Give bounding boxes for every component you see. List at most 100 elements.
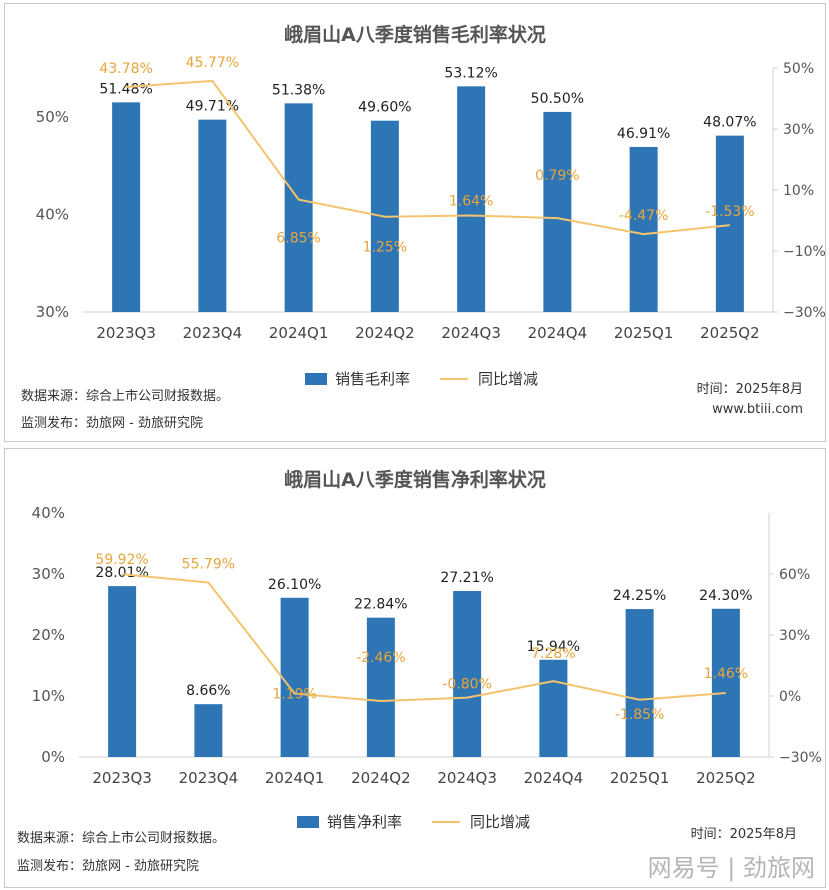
y-tick-left-label: 10% [32,687,65,705]
bar-value-label: 51.48% [99,81,152,97]
x-tick-label: 2023Q4 [179,769,239,787]
line-value-label: 1.25% [363,240,407,256]
x-tick-label: 2023Q3 [96,324,156,342]
x-tick-label: 2025Q1 [614,324,674,342]
bar-value-label: 49.71% [186,99,239,115]
x-tick-label: 2025Q2 [700,324,760,342]
x-tick-label: 2024Q3 [437,769,497,787]
y-tick-left-label: 30% [36,303,69,321]
watermark: 网易号 | 劲旅网 [647,854,815,882]
x-tick-label: 2023Q4 [183,324,243,342]
legend-bar-swatch [305,372,327,385]
net-margin-chart-panel: 峨眉山A八季度销售净利率状况 0% 10% 20% 30% 40% −30% 0% 30% 60… [4,448,826,888]
bar [711,608,740,757]
x-tick-label: 2024Q1 [265,769,325,787]
line-value-label: -1.85% [615,707,665,723]
x-tick-label: 2023Q3 [92,769,152,787]
y-tick-left-label: 40% [36,205,69,223]
y-tick-right-label: −30% [779,750,822,766]
x-tick-label: 2025Q1 [610,769,670,787]
bar [457,86,486,312]
line-value-label: 1.46% [704,666,748,682]
bar-value-label: 22.84% [354,597,407,613]
legend-item-line: 同比增减 [432,811,530,832]
bar [112,102,141,313]
bar [625,609,654,757]
line-value-label: 55.79% [182,557,235,573]
y-tick-left-label: 30% [32,565,65,583]
bar-value-label: 50.50% [531,91,584,107]
y-tick-left-label: 0% [41,748,65,766]
bar [194,704,223,757]
bar [715,135,744,312]
legend-bar-swatch [297,815,319,828]
x-tick-label: 2024Q3 [441,324,501,342]
line-value-label: -1.53% [705,204,755,220]
time-note: 时间：2025年8月 [690,827,797,842]
legend-line-label: 同比增减 [470,813,531,831]
legend-bar-label: 销售净利率 [327,813,403,831]
line-value-label: 1.64% [449,193,493,209]
x-tick-label: 2024Q4 [528,324,588,342]
legend-line-label: 同比增减 [478,370,539,388]
line-value-label: 7.28% [531,646,575,662]
legend-line-swatch [440,377,469,380]
net-margin-chart-svg: 0% 10% 20% 30% 40% −30% 0% 30% 60% 28.01% 2023Q3 8.… [32,504,822,787]
y-tick-left-label: 20% [32,626,65,644]
line-value-label: 6.85% [276,231,320,247]
legend-line-swatch [432,820,461,823]
bar-value-label: 51.38% [272,82,325,98]
bar-value-label: 49.60% [358,100,411,116]
y-tick-right-label: 0% [779,689,801,705]
line-value-label: -2.46% [356,650,406,666]
publisher-note: 监测发布：劲旅网 - 劲旅研究院 [17,859,199,874]
line-value-label: 59.92% [95,552,148,568]
bar-value-label: 15.94% [527,639,580,655]
publisher-note: 监测发布：劲旅网 - 劲旅研究院 [21,416,203,431]
legend-bar-label: 销售毛利率 [335,370,411,388]
data-source-note: 数据来源：综合上市公司财报数据。 [21,389,230,404]
bar-value-label: 27.21% [440,570,493,586]
legend-item-line: 同比增减 [440,368,538,389]
bar-value-label: 28.01% [95,565,148,581]
x-tick-label: 2024Q1 [269,324,329,342]
chart-title: 峨眉山A八季度销售毛利率状况 [284,24,546,46]
y-tick-right-label: 30% [779,628,810,644]
y-tick-left-label: 40% [32,504,65,522]
time-note: 时间：2025年8月 [696,382,803,397]
bar-value-label: 24.25% [613,588,666,604]
gross-margin-chart-panel: 峨眉山A八季度销售毛利率状况 30% 40% 50% −30% −10% 10% 30% 50… [4,3,826,442]
x-tick-label: 2025Q2 [696,769,756,787]
bar [284,103,313,312]
line-value-label: 1.19% [272,687,316,703]
line-value-label: 0.79% [535,168,579,184]
x-tick-label: 2024Q2 [351,769,411,787]
gross-margin-chart-svg: 30% 40% 50% −30% −10% 10% 30% 50% 51.48% 2023Q3 49… [36,55,825,342]
y-tick-right-label: −30% [783,305,825,321]
legend-item-bar: 销售毛利率 [305,368,410,389]
legend-item-bar: 销售净利率 [297,811,402,832]
data-source-note: 数据来源：综合上市公司财报数据。 [17,831,226,846]
x-tick-label: 2024Q4 [524,769,584,787]
y-tick-right-label: 60% [779,567,810,583]
y-tick-right-label: 30% [783,122,814,138]
bar [629,146,658,312]
bar [280,597,309,757]
site-note: www.btiii.com [712,402,803,417]
bar-value-label: 26.10% [268,577,321,593]
chart-title: 峨眉山A八季度销售净利率状况 [284,469,546,491]
bar-value-label: 8.66% [186,683,230,699]
bar [543,111,572,312]
bar-value-label: 46.91% [617,126,670,142]
bar-value-label: 53.12% [444,65,497,81]
line-value-label: -0.80% [442,677,492,693]
line-value-label: 45.77% [186,55,239,71]
bar [366,617,395,757]
yoy-change-line [126,79,730,236]
bar [453,591,482,757]
line-value-label: -4.47% [619,208,669,224]
bar-value-label: 48.07% [703,115,756,131]
y-tick-right-label: 10% [783,183,814,199]
yoy-change-line [122,573,726,703]
line-value-label: 43.78% [99,61,152,77]
